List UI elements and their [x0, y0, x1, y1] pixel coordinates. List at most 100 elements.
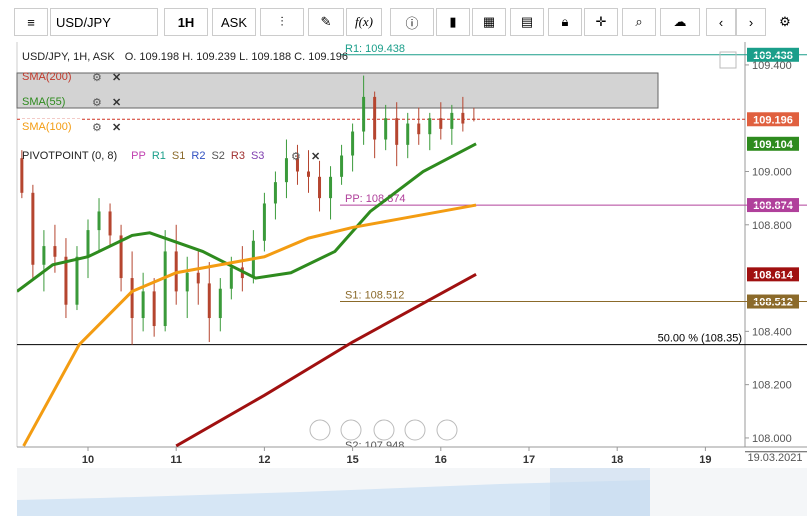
candle-body [97, 211, 101, 231]
level-label: 50.00 % (108.35) [658, 333, 742, 345]
gear-icon[interactable]: ⚙ [92, 72, 102, 84]
candle-body [75, 256, 79, 305]
candle-body [340, 155, 344, 177]
candle-body [130, 278, 134, 319]
gear-icon[interactable]: ⚙ [92, 97, 102, 109]
level-label: R1: 109.438 [345, 43, 405, 55]
candle-body [86, 230, 90, 257]
x-tick-label: 17 [523, 454, 535, 466]
candle-body [295, 158, 299, 172]
candle-body [229, 267, 233, 289]
y-tick-label: 109.400 [752, 60, 792, 72]
gear-icon[interactable]: ⚙ [92, 122, 102, 134]
indicator-name: SMA(100) [22, 121, 72, 133]
candle-body [163, 251, 167, 327]
symbol-select[interactable]: USD/JPY [50, 8, 158, 36]
date-label: 19.03.2021 [747, 452, 802, 464]
y-tick-label: 108.800 [752, 220, 792, 232]
zoom-in[interactable] [404, 419, 426, 441]
candle-body [20, 158, 24, 193]
pivot-level: R1 [152, 150, 166, 162]
candle-body [306, 171, 310, 177]
candle-body [141, 291, 145, 319]
scroll-right[interactable] [436, 419, 458, 441]
candle-body [119, 235, 123, 279]
chart-type-button[interactable]: ⫶ [260, 8, 304, 36]
legend-bg [20, 119, 80, 134]
candle-body [218, 288, 222, 319]
interval-select[interactable]: 1H [164, 8, 208, 36]
candle-body [362, 96, 366, 132]
candle-body [384, 118, 388, 140]
price-label: 108.614 [753, 269, 794, 281]
close-icon: ✕ [112, 97, 121, 109]
candle-body [108, 211, 112, 236]
sma-line [17, 142, 477, 293]
legend-header: USD/JPY, 1H, ASK O. 109.198 H. 109.239 L.… [22, 51, 348, 63]
crosshair-button[interactable]: ✛ [584, 8, 618, 36]
level-label: S2: 107.948 [345, 440, 404, 452]
navigator-area [17, 480, 650, 516]
pivot-level: R2 [191, 150, 205, 162]
y-tick-label: 109.000 [752, 166, 792, 178]
level-label: S1: 108.512 [345, 290, 404, 302]
legend-symbol: USD/JPY, 1H, ASK [22, 51, 115, 63]
settings-button[interactable]: ⚙ [770, 8, 800, 36]
gear-icon: ⚙ [291, 151, 301, 163]
pivot-level: S2 [211, 150, 224, 162]
candle-body [351, 131, 355, 156]
symbol: USD/JPY [56, 14, 111, 30]
pivot-level: PP [131, 150, 146, 162]
pivot-level: S1 [172, 150, 185, 162]
candle-body [461, 112, 465, 124]
price-label: 109.196 [753, 114, 793, 126]
x-tick-label: 18 [611, 454, 623, 466]
scroll-left[interactable] [309, 419, 331, 441]
candle-body [53, 246, 57, 257]
price-label-box [747, 112, 799, 127]
price-label-box [747, 136, 799, 151]
menu-button[interactable]: ≡ [14, 8, 48, 36]
x-tick-label: 15 [346, 454, 358, 466]
candle-body [185, 272, 189, 292]
candle-body [262, 203, 266, 241]
bars-button[interactable]: ▮ [436, 8, 470, 36]
prev-button[interactable]: ‹ [706, 8, 736, 36]
candle-body [439, 118, 443, 129]
x-tick-label: 10 [82, 454, 94, 466]
draw-button[interactable]: ✎ [308, 8, 344, 36]
calendar-button[interactable]: ▦ [472, 8, 506, 36]
candle-body [450, 112, 454, 129]
function-button[interactable]: f(x) [346, 8, 382, 36]
x-tick-label: 11 [170, 454, 182, 466]
sma-line [22, 203, 477, 447]
news-button[interactable]: ▤ [510, 8, 544, 36]
x-tick-label: 12 [258, 454, 270, 466]
expand-icon[interactable] [719, 51, 737, 69]
sma-line [175, 273, 477, 447]
candle-body [329, 176, 333, 199]
side-select[interactable]: ASK [212, 8, 256, 36]
close-icon: ✕ [112, 72, 121, 84]
price-label-box [747, 267, 799, 282]
pivot-legend: PIVOTPOINT (0, 8) PP R1 S1 R2 S2 R3 S3 [22, 150, 264, 162]
selection-rect [16, 72, 659, 109]
candle-body [152, 291, 156, 327]
navigator-window[interactable] [550, 468, 650, 516]
interval: 1H [177, 14, 195, 30]
lock-button[interactable]: 🔒︎ [548, 8, 582, 36]
zoom-button[interactable]: ⌕ [622, 8, 656, 36]
info-button[interactable]: ⓘ [390, 8, 434, 36]
candle-body [318, 176, 322, 199]
side: ASK [220, 14, 247, 30]
candle-body [31, 192, 35, 265]
next-button[interactable]: › [736, 8, 766, 36]
reset-zoom[interactable] [373, 419, 395, 441]
cloud-button[interactable]: ☁ [660, 8, 700, 36]
price-label: 109.438 [753, 50, 793, 62]
candle-body [196, 272, 200, 284]
candle-body [207, 283, 211, 319]
zoom-out[interactable] [340, 419, 362, 441]
price-label: 108.512 [753, 297, 793, 309]
